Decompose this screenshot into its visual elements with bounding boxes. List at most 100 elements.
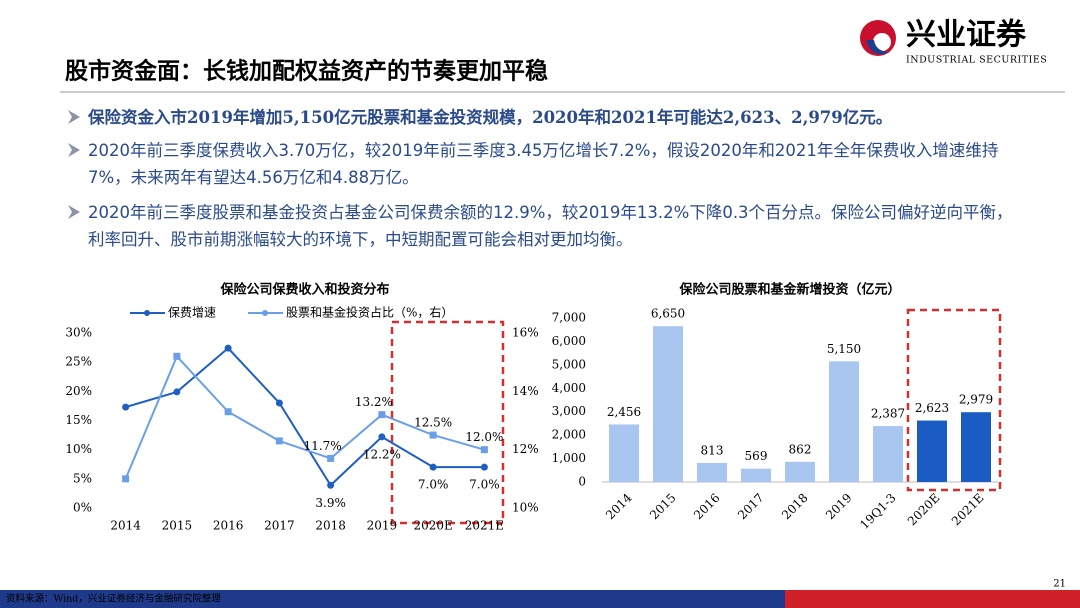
y-tick-label: 3,000 — [552, 404, 586, 418]
point — [275, 399, 283, 407]
x-tick-label: 2021E — [465, 519, 504, 533]
value-label: 13.2% — [355, 395, 393, 409]
bullet: 2020年前三季度保费收入3.70万亿，较2019年前三季度3.45万亿增长7.… — [88, 141, 999, 187]
series-line — [125, 346, 485, 487]
bar — [697, 462, 727, 482]
legend-marker — [144, 310, 150, 316]
point — [378, 411, 386, 419]
point — [173, 352, 181, 360]
slide-title: 股市资金面：长钱加配权益资产的节奏更加平稳 — [65, 58, 548, 85]
bar — [873, 426, 903, 482]
bullet: 保险资金入市2019年增加5,150亿元股票和基金投资规模，2020年和2021… — [88, 108, 893, 127]
value-label: 6,650 — [651, 307, 685, 321]
legend-marker — [262, 310, 268, 316]
x-tick-label: 2014 — [110, 519, 141, 533]
point — [327, 481, 335, 489]
bar — [917, 420, 947, 482]
x-tick-label: 2016 — [691, 491, 722, 522]
point — [275, 437, 283, 445]
x-tick-label: 2017 — [735, 491, 766, 522]
bar — [741, 468, 771, 482]
x-tick-label: 2015 — [162, 519, 193, 533]
y-tick-label: 20% — [65, 384, 92, 398]
y-tick-label: 5% — [73, 471, 92, 485]
value-label: 11.7% — [304, 439, 342, 453]
value-label: 2,387 — [871, 407, 905, 421]
x-tick-label: 2017 — [264, 519, 295, 533]
bullet-icon — [68, 143, 80, 157]
bar — [609, 424, 639, 482]
bullet-icon — [68, 110, 80, 124]
bar — [785, 461, 815, 482]
x-tick-label: 2019 — [367, 519, 398, 533]
chart-title: 保险公司股票和基金新增投资（亿元） — [678, 282, 900, 298]
point — [480, 463, 488, 471]
point — [429, 431, 437, 439]
y-tick-label: 6,000 — [552, 334, 586, 348]
x-tick-label: 2018 — [779, 491, 810, 522]
y2-tick-label: 10% — [512, 501, 539, 515]
logo: 兴业证券 INDUSTRIAL SECURITIES — [860, 18, 1047, 66]
point — [122, 403, 130, 411]
y-tick-label: 10% — [65, 442, 92, 456]
bullet-icons — [68, 110, 80, 219]
x-tick-label: 2020E — [905, 491, 943, 529]
x-tick-label: 2021E — [949, 491, 987, 529]
value-label: 7.0% — [418, 478, 449, 492]
y2-tick-label: 12% — [512, 442, 539, 456]
value-label: 2,456 — [607, 405, 641, 419]
x-tick-label: 2014 — [603, 490, 635, 522]
legend-label: 保费增速 — [168, 306, 216, 320]
chart-title: 保险公司保费收入和投资分布 — [219, 282, 389, 298]
point — [173, 388, 181, 396]
point — [429, 463, 437, 471]
y-tick-label: 7,000 — [552, 311, 586, 325]
x-tick-label: 2020E — [413, 519, 452, 533]
legend-label: 股票和基金投资占比（%，右） — [286, 305, 453, 320]
y2-tick-label: 16% — [512, 326, 539, 340]
y-tick-label: 2,000 — [552, 428, 586, 442]
y-tick-label: 1,000 — [552, 451, 586, 465]
point — [480, 446, 488, 454]
x-tick-label: 19Q1-3 — [857, 491, 898, 532]
logo-swoosh — [866, 40, 890, 55]
bullet: 2020年前三季度股票和基金投资占基金公司保费余额的12.9%，较2019年13… — [88, 203, 1013, 249]
value-label: 862 — [789, 442, 812, 456]
logo-en: INDUSTRIAL SECURITIES — [906, 55, 1047, 66]
x-tick-label: 2019 — [823, 491, 854, 522]
y-tick-label: 30% — [65, 326, 92, 340]
value-label: 12.2% — [363, 447, 401, 461]
footer-source: 资料来源：Wind，兴业证券经济与金融研究院整理 — [6, 593, 221, 605]
series-line — [124, 354, 485, 480]
bullet-icon — [68, 205, 80, 219]
value-label: 5,150 — [827, 342, 861, 356]
point — [224, 344, 232, 352]
point — [378, 433, 386, 441]
y-tick-label: 0% — [73, 501, 92, 515]
x-tick-label: 2018 — [315, 519, 346, 533]
x-tick-label: 2016 — [213, 519, 244, 533]
bar — [653, 326, 683, 482]
logo-name: 兴业证券 — [906, 18, 1027, 53]
value-label: 7.0% — [469, 478, 500, 492]
point — [122, 475, 130, 483]
x-tick-label: 2015 — [647, 491, 678, 522]
bar — [829, 361, 859, 482]
footer-accent — [785, 590, 1080, 608]
y-tick-label: 15% — [65, 413, 92, 427]
value-label: 12.0% — [465, 430, 503, 444]
point — [224, 408, 232, 416]
value-label: 12.5% — [414, 416, 452, 430]
bar — [961, 412, 991, 482]
y-tick-label: 4,000 — [552, 381, 586, 395]
highlight-box — [906, 308, 1002, 492]
value-label: 2,623 — [915, 401, 949, 415]
value-label: 2,979 — [959, 393, 993, 407]
y-tick-label: 25% — [65, 355, 92, 369]
value-label: 3.9% — [315, 496, 346, 510]
value-label: 813 — [701, 443, 724, 457]
y2-tick-label: 14% — [512, 384, 539, 398]
value-label: 569 — [745, 449, 768, 463]
